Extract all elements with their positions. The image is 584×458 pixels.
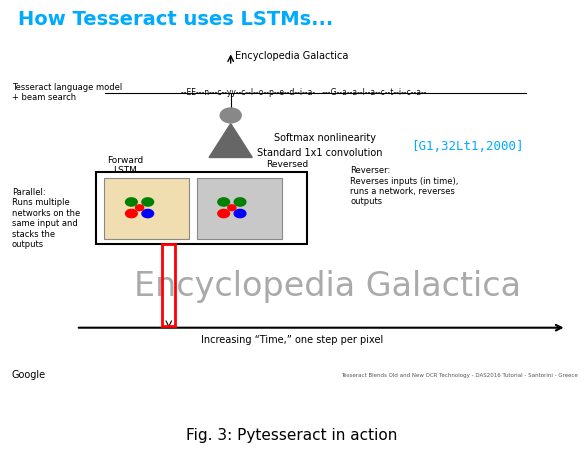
Circle shape bbox=[220, 108, 241, 123]
Text: Tesseract language model
+ beam search: Tesseract language model + beam search bbox=[12, 83, 122, 103]
Bar bbox=[162, 244, 175, 326]
Text: Standard 1x1 convolution: Standard 1x1 convolution bbox=[257, 148, 383, 158]
Text: Forward
LSTM: Forward LSTM bbox=[107, 156, 144, 175]
Circle shape bbox=[126, 209, 137, 218]
Text: Softmax nonlinearity: Softmax nonlinearity bbox=[274, 133, 377, 143]
Polygon shape bbox=[209, 124, 252, 158]
Circle shape bbox=[218, 209, 230, 218]
Text: Encyclopedia Galactica: Encyclopedia Galactica bbox=[134, 270, 520, 303]
Circle shape bbox=[142, 209, 154, 218]
Text: Google: Google bbox=[12, 370, 46, 380]
Text: Parallel:
Runs multiple
networks on the
same input and
stacks the
outputs: Parallel: Runs multiple networks on the … bbox=[12, 188, 80, 249]
Text: Tesseract Blends Old and New OCR Technology - DAS2016 Tutorial - Santorini - Gre: Tesseract Blends Old and New OCR Technol… bbox=[341, 373, 578, 377]
Text: [G1,32Lt1,2000]: [G1,32Lt1,2000] bbox=[411, 140, 523, 153]
Bar bbox=[197, 178, 282, 239]
Circle shape bbox=[234, 198, 246, 206]
Text: Reversed
LSTM: Reversed LSTM bbox=[266, 160, 308, 180]
Text: Encyclopedia Galactica: Encyclopedia Galactica bbox=[235, 51, 349, 60]
Text: Fig. 3: Pytesseract in action: Fig. 3: Pytesseract in action bbox=[186, 428, 398, 442]
Circle shape bbox=[234, 209, 246, 218]
Bar bbox=[96, 172, 307, 244]
Circle shape bbox=[228, 205, 236, 211]
Circle shape bbox=[126, 198, 137, 206]
Text: Increasing “Time,” one step per pixel: Increasing “Time,” one step per pixel bbox=[201, 335, 383, 345]
Bar bbox=[104, 178, 189, 239]
Circle shape bbox=[218, 198, 230, 206]
Text: --EE---n---c--yy--c--l--o--p--e--d--i--a-   ---G--a--a--l--a--c--t--i--c--a--: --EE---n---c--yy--c--l--o--p--e--d--i--a… bbox=[181, 88, 426, 97]
Circle shape bbox=[135, 205, 144, 211]
Circle shape bbox=[142, 198, 154, 206]
Text: How Tesseract uses LSTMs...: How Tesseract uses LSTMs... bbox=[18, 11, 333, 29]
Text: Reverser:
Reverses inputs (in time),
runs a network, reverses
outputs: Reverser: Reverses inputs (in time), run… bbox=[350, 166, 459, 207]
